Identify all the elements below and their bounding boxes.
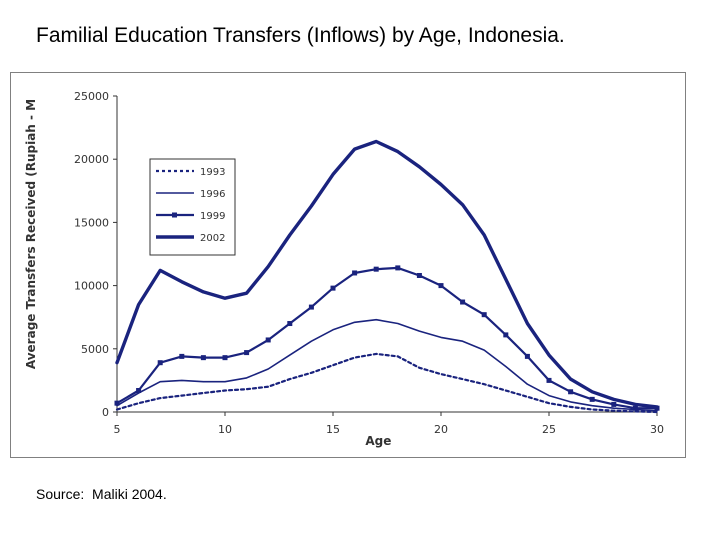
slide-title: Familial Education Transfers (Inflows) b… — [36, 24, 565, 47]
series-point-1999 — [244, 350, 250, 356]
series-point-1999 — [157, 360, 163, 366]
x-tick-label: 25 — [542, 423, 556, 436]
legend-label-1993: 1993 — [200, 167, 225, 178]
series-line-1996 — [116, 318, 658, 412]
legend-box — [149, 158, 236, 256]
series-line-1999 — [115, 266, 659, 410]
series-line-1993 — [115, 352, 659, 414]
series-point-1999 — [222, 355, 228, 361]
series-point-1999 — [632, 405, 638, 411]
y-tick-label: 25000 — [74, 90, 109, 103]
series-point-1999 — [136, 388, 142, 394]
series-point-1999 — [546, 377, 552, 383]
y-tick-label: 20000 — [74, 153, 109, 166]
series-point-1999 — [503, 332, 509, 338]
series-point-1999 — [460, 299, 466, 305]
series-point-1999 — [179, 353, 185, 359]
series-point-1999 — [114, 400, 120, 406]
series-point-1999 — [395, 265, 401, 271]
series-point-1999 — [265, 337, 271, 343]
x-tick-label: 10 — [218, 423, 232, 436]
series-point-1999 — [589, 396, 595, 402]
chart-frame: 0 5000 10000 15000 20000 25000 5 10 15 20 25 30 Age A… — [10, 72, 686, 458]
series-point-1999 — [416, 272, 422, 278]
series-point-1999 — [287, 321, 293, 327]
series-point-1999 — [524, 353, 530, 359]
series-point-1999 — [481, 312, 487, 318]
series-line-2002 — [115, 139, 659, 409]
series-point-1999 — [200, 355, 206, 361]
legend-marker-1999 — [172, 212, 177, 218]
legend-label-2002: 2002 — [200, 233, 225, 244]
legend-label-1999: 1999 — [200, 211, 225, 222]
x-tick-label: 5 — [114, 423, 121, 436]
series-point-1999 — [373, 266, 379, 272]
series-point-1999 — [438, 283, 444, 289]
y-axis-label: Average Transfers Received (Rupiah - M — [24, 99, 38, 369]
legend-label-1996: 1996 — [200, 189, 225, 200]
line-chart: 0 5000 10000 15000 20000 25000 5 10 15 20 25 30 Age A… — [24, 90, 664, 448]
y-tick-label: 0 — [102, 406, 109, 419]
x-axis-label: Age — [365, 434, 391, 448]
y-tick-label: 10000 — [74, 280, 109, 293]
series-point-1999 — [568, 389, 574, 395]
x-tick-label: 20 — [434, 423, 448, 436]
series-point-1999 — [611, 401, 617, 407]
y-tick-label: 15000 — [74, 216, 109, 229]
series-point-1999 — [308, 304, 314, 310]
y-tick-label: 5000 — [81, 343, 109, 356]
series-point-1999 — [330, 285, 336, 291]
x-tick-label: 30 — [650, 423, 664, 436]
series-point-1999 — [352, 270, 358, 276]
x-tick-label: 15 — [326, 423, 340, 436]
source-note: Source: Maliki 2004. — [36, 486, 167, 502]
